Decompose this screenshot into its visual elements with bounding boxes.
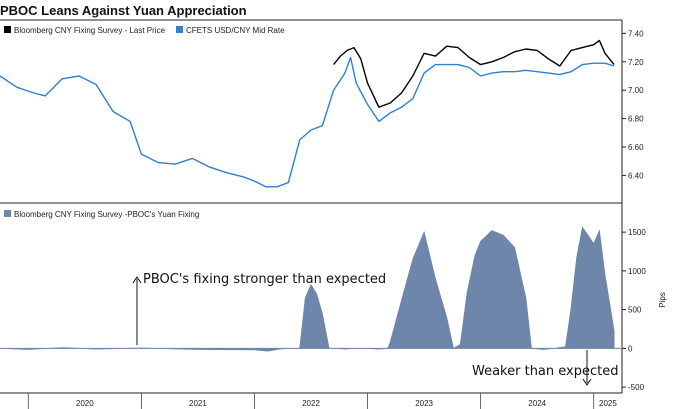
bottom-y-tick-label: 1000 bbox=[628, 267, 646, 276]
legend-swatch-pboc-fixing bbox=[4, 210, 11, 217]
annotation-stronger: PBOC's fixing stronger than expected bbox=[143, 272, 386, 287]
x-tick-label: 2023 bbox=[415, 399, 433, 408]
bottom-panel bbox=[0, 203, 623, 394]
top-legend: Bloomberg CNY Fixing Survey - Last Price… bbox=[4, 26, 285, 35]
legend-label-cfets-mid: CFETS USD/CNY Mid Rate bbox=[186, 26, 285, 35]
top-y-tick-label: 7.20 bbox=[628, 58, 644, 67]
top-y-tick-label: 7.00 bbox=[628, 86, 644, 95]
pboc-fixing-bars bbox=[0, 226, 615, 352]
cfets-mid-rate-line bbox=[0, 56, 615, 188]
top-y-tick-label: 6.60 bbox=[628, 143, 644, 152]
bottom-legend: Bloomberg CNY Fixing Survey -PBOC's Yuan… bbox=[4, 210, 199, 219]
legend-label-pboc-fixing: Bloomberg CNY Fixing Survey -PBOC's Yuan… bbox=[14, 210, 199, 219]
up-arrow-icon bbox=[132, 276, 142, 284]
bottom-y-tick-label: 1500 bbox=[628, 228, 646, 237]
bottom-y-axis: 1500 1000 500 0 -500 bbox=[622, 228, 646, 392]
bottom-y-tick-label: -500 bbox=[628, 383, 645, 392]
chart-title: PBOC Leans Against Yuan Appreciation bbox=[0, 3, 247, 18]
top-y-axis: 7.40 7.20 7.00 6.80 6.60 6.40 bbox=[622, 29, 644, 180]
legend-label-fixing-survey: Bloomberg CNY Fixing Survey - Last Price bbox=[14, 26, 166, 35]
down-arrow-icon bbox=[582, 378, 592, 386]
x-tick-label: 2025 bbox=[599, 399, 617, 408]
top-panel bbox=[0, 19, 623, 204]
top-y-tick-label: 6.40 bbox=[628, 171, 644, 180]
x-axis: 2020 2021 2022 2023 2024 2025 bbox=[27, 393, 617, 409]
x-tick-label: 2020 bbox=[76, 399, 94, 408]
annotations: PBOC's fixing stronger than expected Wea… bbox=[132, 272, 618, 386]
bottom-y-tick-label: 500 bbox=[628, 306, 642, 315]
top-y-tick-label: 7.40 bbox=[628, 29, 644, 38]
bottom-bars bbox=[0, 226, 622, 352]
pips-axis-label: Pips bbox=[658, 292, 667, 308]
x-tick-label: 2024 bbox=[528, 399, 546, 408]
x-tick-label: 2022 bbox=[302, 399, 320, 408]
fixing-survey-line bbox=[333, 39, 615, 108]
x-tick-label: 2021 bbox=[189, 399, 207, 408]
bottom-y-tick-label: 0 bbox=[628, 344, 633, 353]
top-series-lines bbox=[0, 39, 615, 188]
legend-swatch-cfets-mid bbox=[176, 26, 183, 33]
annotation-weaker: Weaker than expected bbox=[472, 364, 618, 379]
top-y-tick-label: 6.80 bbox=[628, 115, 644, 124]
legend-swatch-fixing-survey bbox=[4, 26, 11, 33]
